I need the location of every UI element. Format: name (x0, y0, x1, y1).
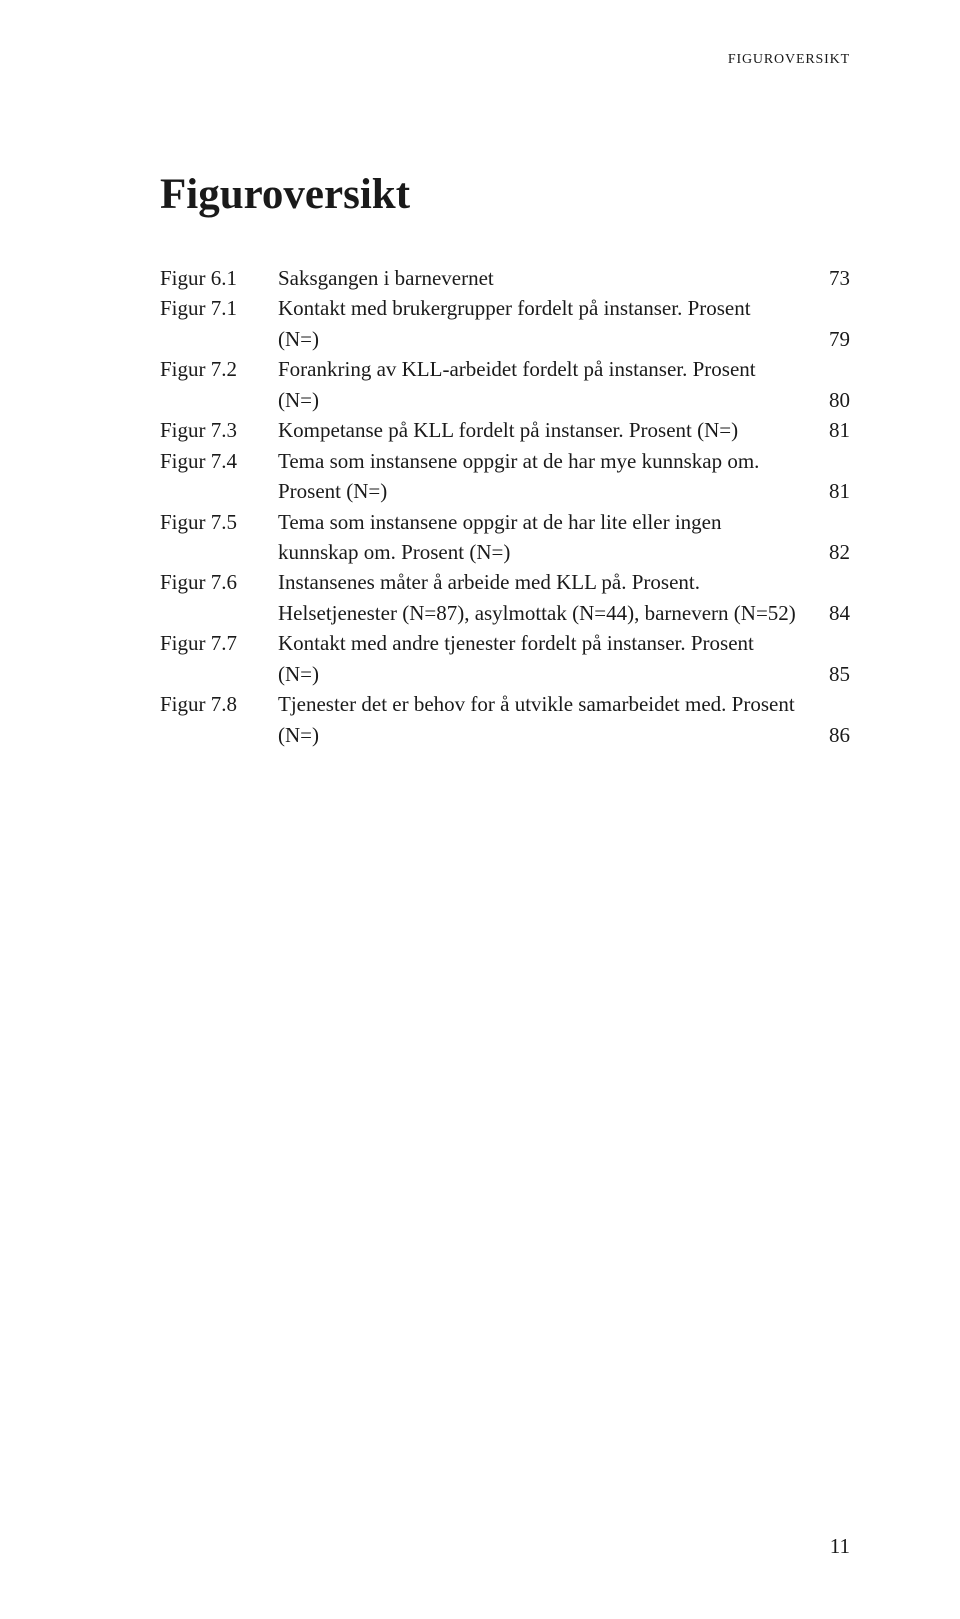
figure-desc: Kompetanse på KLL fordelt på instanser. … (278, 415, 810, 445)
figure-entry: Figur 7.2 Forankring av KLL-arbeidet for… (160, 354, 850, 415)
figure-page: 80 (810, 385, 850, 415)
figure-label: Figur 7.8 (160, 689, 278, 719)
figure-desc: Forankring av KLL-arbeidet fordelt på in… (278, 354, 810, 415)
figure-label: Figur 7.2 (160, 354, 278, 384)
figure-label: Figur 7.6 (160, 567, 278, 597)
page-number: 11 (830, 1534, 850, 1559)
page-title: Figuroversikt (160, 170, 850, 219)
figure-page: 79 (810, 324, 850, 354)
figure-entry: Figur 7.3 Kompetanse på KLL fordelt på i… (160, 415, 850, 445)
figure-desc: Kontakt med brukergrupper fordelt på ins… (278, 293, 810, 354)
figure-entry: Figur 7.5 Tema som instansene oppgir at … (160, 507, 850, 568)
page: FIGUROVERSIKT Figuroversikt Figur 6.1 Sa… (0, 0, 960, 1619)
figure-page: 81 (810, 476, 850, 506)
figure-page: 86 (810, 720, 850, 750)
figure-desc: Saksgangen i barnevernet (278, 263, 810, 293)
figure-desc: Kontakt med andre tjenester fordelt på i… (278, 628, 810, 689)
figure-entry: Figur 7.6 Instansenes måter å arbeide me… (160, 567, 850, 628)
figure-page: 85 (810, 659, 850, 689)
figure-desc: Tjenester det er behov for å utvikle sam… (278, 689, 810, 750)
running-head: FIGUROVERSIKT (728, 52, 850, 68)
figure-entry: Figur 7.8 Tjenester det er behov for å u… (160, 689, 850, 750)
figure-entry: Figur 7.1 Kontakt med brukergrupper ford… (160, 293, 850, 354)
figure-desc: Tema som instansene oppgir at de har lit… (278, 507, 810, 568)
figure-entry: Figur 7.4 Tema som instansene oppgir at … (160, 446, 850, 507)
figure-list: Figur 6.1 Saksgangen i barnevernet 73 Fi… (160, 263, 850, 750)
figure-label: Figur 7.4 (160, 446, 278, 476)
figure-page: 81 (810, 415, 850, 445)
figure-page: 84 (810, 598, 850, 628)
figure-label: Figur 7.5 (160, 507, 278, 537)
figure-label: Figur 6.1 (160, 263, 278, 293)
figure-desc: Instansenes måter å arbeide med KLL på. … (278, 567, 810, 628)
figure-label: Figur 7.7 (160, 628, 278, 658)
figure-entry: Figur 6.1 Saksgangen i barnevernet 73 (160, 263, 850, 293)
figure-page: 82 (810, 537, 850, 567)
figure-label: Figur 7.3 (160, 415, 278, 445)
figure-entry: Figur 7.7 Kontakt med andre tjenester fo… (160, 628, 850, 689)
figure-label: Figur 7.1 (160, 293, 278, 323)
figure-desc: Tema som instansene oppgir at de har mye… (278, 446, 810, 507)
figure-page: 73 (810, 263, 850, 293)
